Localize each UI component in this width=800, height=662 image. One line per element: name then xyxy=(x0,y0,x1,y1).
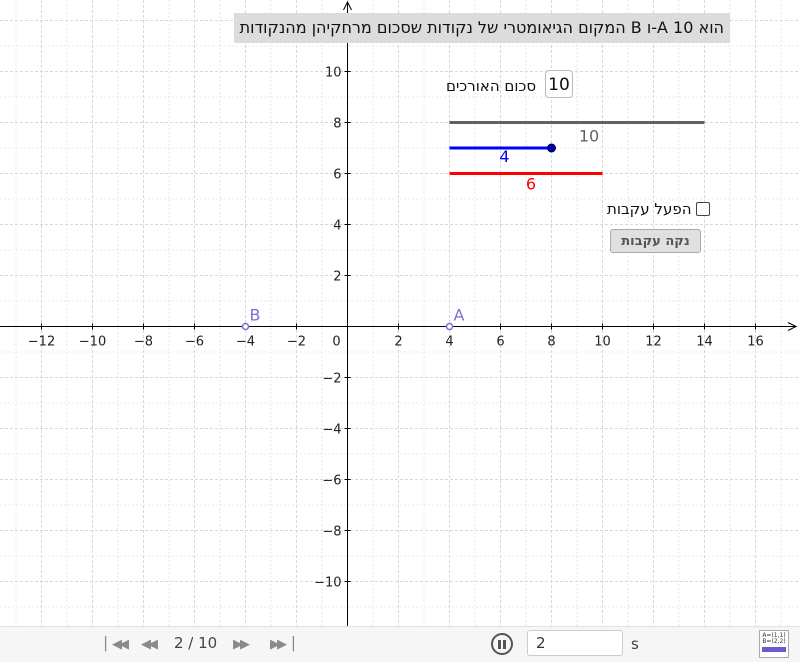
y-tick-label: −6 xyxy=(322,474,341,489)
y-tick-label: −8 xyxy=(322,525,341,540)
pause-button[interactable] xyxy=(491,633,513,655)
x-tick-label: 10 xyxy=(594,335,611,350)
x-tick-label: 2 xyxy=(394,335,402,350)
y-tick-label: 10 xyxy=(325,66,342,81)
segment-label: 6 xyxy=(526,175,536,194)
next-step-icon[interactable]: ▶▶ xyxy=(233,637,250,652)
x-tick-label: 4 xyxy=(445,335,453,350)
point-B[interactable] xyxy=(241,322,250,331)
step-counter: 2 / 10 xyxy=(174,634,218,652)
x-tick-label: −10 xyxy=(79,335,106,350)
geogebra-logo-icon[interactable]: A=(1,1) B=(2,2) xyxy=(759,630,789,658)
segment-label: 4 xyxy=(499,147,509,166)
x-tick-label: 8 xyxy=(547,335,555,350)
x-tick-label: −12 xyxy=(28,335,55,350)
last-step-icon[interactable]: ▶▶▕ xyxy=(270,637,294,652)
x-tick-label: −4 xyxy=(236,335,255,350)
y-tick-label: −4 xyxy=(322,423,341,438)
graphics-view[interactable]: −12 −10 −8 −6 −4 −2 0 2 4 6 8 10 12 14 16108642−2−4−6−… xyxy=(0,0,800,626)
trace-toggle[interactable]: הפעל עקבות xyxy=(607,200,710,218)
x-axis-arrow-icon xyxy=(787,322,798,331)
sum-label: סכום האורכים xyxy=(446,77,537,95)
x-tick-label: 6 xyxy=(496,335,504,350)
sum-input[interactable]: 10 xyxy=(545,70,573,98)
trace-checkbox[interactable] xyxy=(695,202,710,216)
speed-unit: s xyxy=(631,635,639,653)
trace-label: הפעל עקבות xyxy=(607,200,692,218)
segment-handle-point[interactable] xyxy=(547,143,556,153)
point-label: B xyxy=(250,306,261,325)
prev-step-icon[interactable]: ◀◀ xyxy=(141,637,158,652)
y-tick-label: 2 xyxy=(333,270,341,285)
page-title: הוא 10 A-ו B המקום הגיאומטרי של נקודות ש… xyxy=(234,13,730,43)
y-tick-label: 4 xyxy=(333,219,341,234)
segment-label: 10 xyxy=(579,127,599,146)
x-tick-label: −2 xyxy=(287,335,306,350)
point-label: A xyxy=(454,306,465,325)
y-tick-label: −2 xyxy=(322,372,341,387)
x-tick-label: −6 xyxy=(185,335,204,350)
point-A[interactable] xyxy=(445,322,454,331)
clear-traces-button[interactable]: נקה עקבות xyxy=(610,229,701,253)
x-tick-label: 14 xyxy=(696,335,713,350)
x-tick-label: 0 xyxy=(332,335,340,350)
y-axis-arrow-icon xyxy=(343,0,352,11)
y-tick-label: 8 xyxy=(333,117,341,132)
y-tick-label: 6 xyxy=(333,168,341,183)
animation-toolbar: ▏◀◀ ◀◀ 2 / 10 ▶▶ ▶▶▕ 2 s A=(1,1) B=(2,2) xyxy=(0,626,800,662)
x-tick-label: 12 xyxy=(645,335,662,350)
x-tick-label: 16 xyxy=(747,335,764,350)
x-tick-label: −8 xyxy=(134,335,153,350)
first-step-icon[interactable]: ▏◀◀ xyxy=(105,637,129,652)
speed-input[interactable]: 2 xyxy=(527,630,623,656)
y-tick-label: −10 xyxy=(314,576,341,591)
